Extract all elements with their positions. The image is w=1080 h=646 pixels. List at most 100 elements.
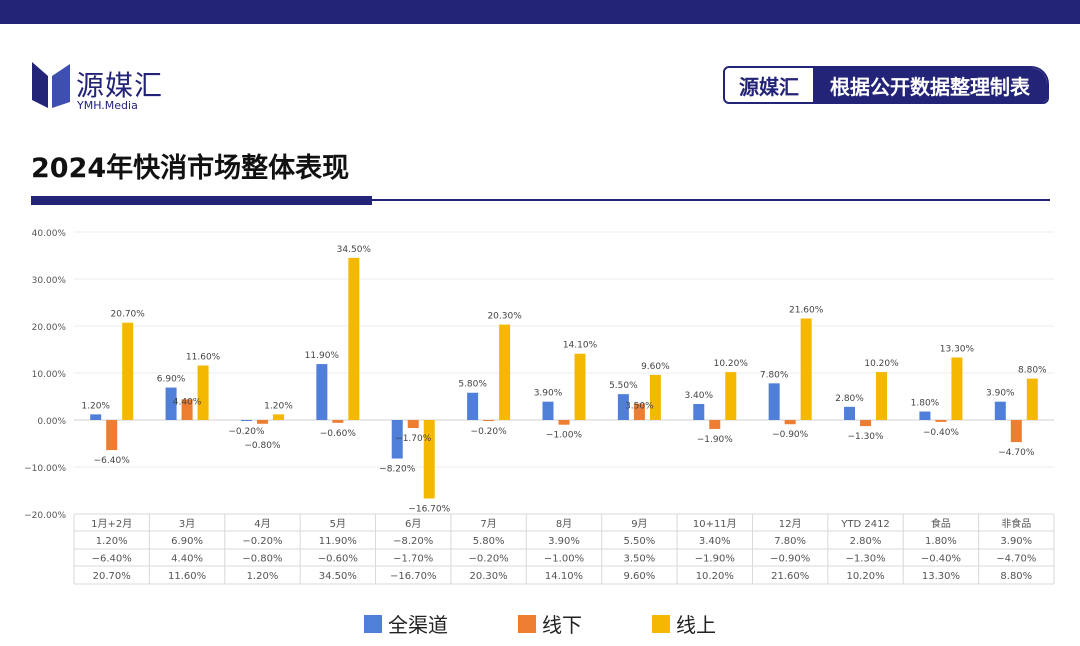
- table-cell: 1.80%: [925, 536, 957, 547]
- y-tick-label: 30.00%: [32, 276, 67, 286]
- table-cell: −4.70%: [996, 554, 1036, 565]
- data-label: −0.20%: [471, 427, 508, 437]
- data-label: −0.90%: [772, 430, 809, 440]
- data-label: 1.80%: [911, 399, 940, 409]
- table-cell: −0.40%: [921, 554, 961, 565]
- table-cell: 9.60%: [623, 571, 655, 582]
- legend-swatch: [652, 614, 670, 633]
- data-label: 11.60%: [186, 352, 221, 362]
- bar: [316, 364, 328, 420]
- data-label: 20.70%: [111, 310, 146, 320]
- legend-swatch: [518, 614, 536, 633]
- bar: [844, 406, 856, 420]
- page-title: 2024年快消市场整体表现: [31, 153, 350, 184]
- table-cell: −0.90%: [770, 554, 810, 565]
- data-label: 3.50%: [625, 402, 654, 412]
- bar: [633, 403, 645, 420]
- table-cell: 3.40%: [699, 536, 731, 547]
- bar: [542, 401, 554, 420]
- bar: [693, 404, 705, 420]
- legend-swatch: [364, 614, 382, 633]
- data-label: −0.40%: [923, 428, 960, 438]
- data-label: 8.80%: [1018, 366, 1047, 376]
- legend-item: 线下: [518, 609, 582, 638]
- data-label: 3.40%: [684, 391, 713, 401]
- data-label: −1.70%: [395, 434, 432, 444]
- top-bar: [0, 0, 1080, 24]
- legend-item: 全渠道: [364, 609, 448, 638]
- table-cell: −0.60%: [318, 554, 358, 565]
- data-label: −8.20%: [379, 465, 416, 475]
- y-tick-label: 40.00%: [32, 229, 67, 239]
- data-label: 14.10%: [563, 341, 598, 351]
- table-cell: 13.30%: [922, 571, 960, 582]
- bar: [122, 322, 134, 420]
- table-header-cell: 8月: [556, 518, 572, 530]
- bar: [348, 257, 360, 420]
- data-label: 10.20%: [864, 359, 899, 369]
- data-label: 2.80%: [835, 394, 864, 404]
- table-cell: 34.50%: [319, 571, 357, 582]
- bar: [391, 420, 403, 459]
- bar: [649, 374, 661, 420]
- table-cell: −8.20%: [393, 536, 433, 547]
- data-label: 5.80%: [458, 380, 487, 390]
- bar: [483, 420, 495, 421]
- data-label: −4.70%: [998, 448, 1035, 458]
- bar: [1010, 420, 1022, 443]
- bar: [709, 420, 721, 429]
- table-cell: 8.80%: [1000, 571, 1032, 582]
- bar: [90, 414, 102, 420]
- data-label: 1.20%: [81, 401, 110, 411]
- bar: [558, 420, 570, 425]
- title-rule: [372, 199, 1050, 201]
- table-cell: 20.70%: [93, 571, 131, 582]
- data-label: −1.90%: [697, 435, 734, 445]
- table-cell: −0.20%: [469, 554, 509, 565]
- bar: [423, 420, 435, 499]
- bar: [919, 411, 931, 420]
- y-tick-label: 10.00%: [32, 370, 67, 380]
- bar: [860, 420, 872, 427]
- data-label: 3.90%: [534, 389, 563, 399]
- table-header-cell: 4月: [254, 518, 270, 530]
- data-label: 4.40%: [173, 397, 202, 407]
- data-label: 5.50%: [609, 381, 638, 391]
- bar: [574, 353, 586, 420]
- table-cell: −1.30%: [845, 554, 885, 565]
- table-cell: 21.60%: [771, 571, 809, 582]
- source-badge: 源媒汇 根据公开数据整理制表: [723, 66, 1049, 104]
- data-label: 13.30%: [940, 344, 975, 354]
- table-cell: −1.90%: [695, 554, 735, 565]
- legend-label: 全渠道: [388, 613, 448, 637]
- bar: [784, 420, 796, 425]
- logo-icon: [32, 62, 70, 108]
- data-label: 21.60%: [789, 305, 824, 315]
- data-label: −0.80%: [244, 441, 281, 451]
- bar: [106, 420, 118, 451]
- table-cell: 4.40%: [171, 554, 203, 565]
- table-cell: 1.20%: [96, 536, 128, 547]
- table-cell: 11.90%: [319, 536, 357, 547]
- table-cell: −1.70%: [393, 554, 433, 565]
- badge-brand: 源媒汇: [739, 74, 799, 99]
- table-cell: 11.60%: [168, 571, 206, 582]
- bar: [332, 420, 344, 423]
- bar: [467, 392, 479, 420]
- table-header-cell: 10+11月: [693, 518, 737, 530]
- logo-subtitle: YMH.Media: [77, 99, 138, 112]
- data-label: −0.60%: [320, 429, 357, 439]
- bar: [800, 318, 812, 420]
- data-label: 34.50%: [337, 245, 372, 255]
- legend: 全渠道 线下 线上: [0, 609, 1080, 638]
- table-cell: 10.20%: [846, 571, 884, 582]
- table-header-cell: 12月: [779, 518, 802, 530]
- y-tick-label: 20.00%: [32, 323, 67, 333]
- bar: [994, 401, 1006, 420]
- table-header-cell: 7月: [480, 518, 496, 530]
- table-cell: 2.80%: [850, 536, 882, 547]
- table-cell: 14.10%: [545, 571, 583, 582]
- table-cell: 3.50%: [623, 554, 655, 565]
- table-cell: 5.80%: [473, 536, 505, 547]
